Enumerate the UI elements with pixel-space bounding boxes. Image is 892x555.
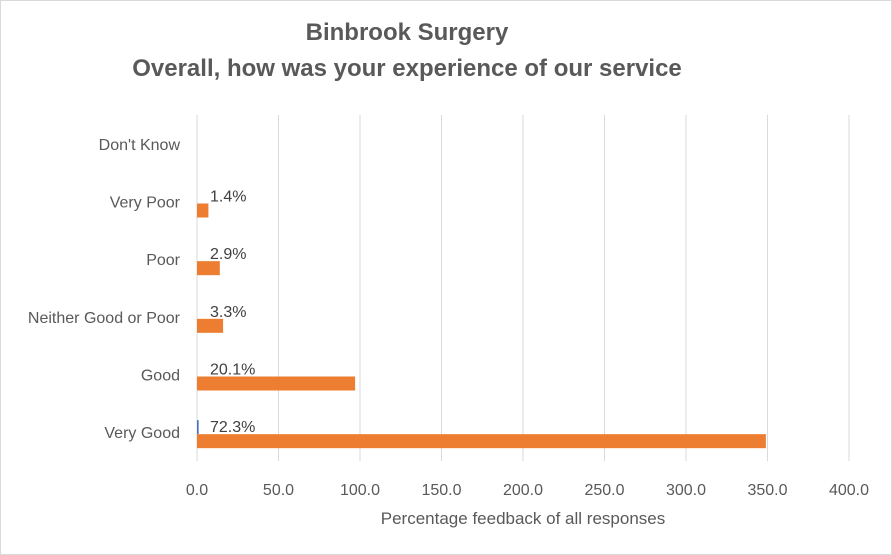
x-tick-label: 100.0 [340,482,380,499]
category-label: Neither Good or Poor [28,310,181,327]
x-tick-label: 150.0 [421,482,461,499]
x-tick-label: 350.0 [747,482,787,499]
bar-series-2 [197,376,356,391]
category-label: Very Good [104,425,180,442]
x-axis-title: Percentage feedback of all responses [381,509,665,528]
data-label: 3.3% [210,304,246,321]
data-label: 2.9% [210,246,246,263]
bar-series-2 [197,261,220,276]
x-tick-label: 0.0 [186,482,208,499]
x-tick-label: 50.0 [263,482,294,499]
category-label: Don't Know [99,137,181,154]
data-label: 20.1% [210,362,255,379]
x-tick-label: 300.0 [666,482,706,499]
bar-series-2 [197,203,209,218]
x-tick-label: 400.0 [829,482,869,499]
chart-title-line-2: Overall, how was your experience of our … [132,55,682,82]
x-tick-label: 250.0 [584,482,624,499]
category-label: Good [141,368,180,385]
bar-series-1 [197,420,199,435]
bar-series-2 [197,318,224,333]
bar-series-2 [197,434,766,449]
data-label: 1.4% [210,189,246,206]
data-label: 72.3% [210,419,255,436]
category-label: Very Poor [110,195,181,212]
x-tick-label: 200.0 [503,482,543,499]
chart-title-line-1: Binbrook Surgery [306,19,509,46]
category-label: Poor [146,252,180,269]
